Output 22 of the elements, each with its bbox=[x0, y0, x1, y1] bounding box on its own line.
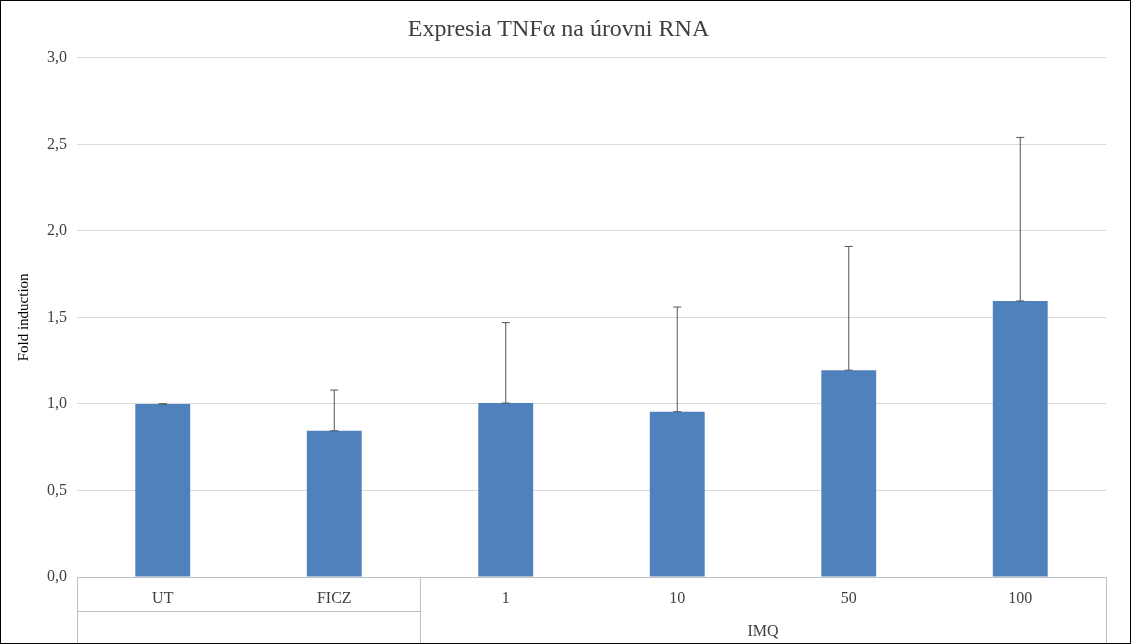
y-tick-label: 2,5 bbox=[47, 134, 67, 152]
y-tick-label: 1,5 bbox=[47, 307, 67, 325]
x-tick-label: UT bbox=[152, 588, 174, 606]
bar bbox=[306, 430, 362, 577]
x-tick-label: 100 bbox=[1008, 588, 1033, 606]
x-tick-label: 10 bbox=[669, 588, 686, 606]
y-tick-label: 0,5 bbox=[47, 480, 67, 498]
y-tick-label: 3,0 bbox=[47, 48, 67, 65]
x-tick-label: 50 bbox=[840, 588, 857, 606]
chart-title: Expresia TNFα na úrovni RNA bbox=[407, 14, 710, 41]
bar bbox=[135, 403, 191, 577]
y-axis-title: Fold induction bbox=[14, 272, 31, 362]
x-axis-title: IMQ bbox=[747, 622, 779, 640]
x-tick-label: FICZ bbox=[316, 588, 352, 606]
bar bbox=[992, 300, 1048, 577]
x-tick-label: 1 bbox=[501, 588, 510, 606]
bar bbox=[478, 403, 534, 577]
bar bbox=[649, 411, 705, 577]
y-tick-label: 0,0 bbox=[47, 567, 67, 585]
bar bbox=[821, 370, 877, 577]
y-tick-label: 1,0 bbox=[47, 394, 67, 412]
y-tick-label: 2,0 bbox=[47, 221, 67, 239]
